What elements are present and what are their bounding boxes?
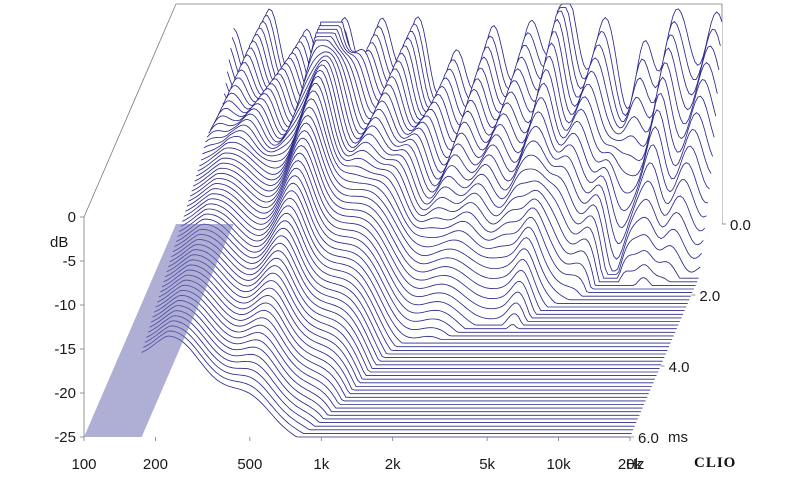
- floor-band: [84, 224, 234, 437]
- waterfall-slice: [191, 152, 680, 322]
- time-tick-label: 4.0: [669, 359, 690, 376]
- waterfall-slice: [189, 160, 679, 326]
- waterfall-slice: [158, 279, 648, 398]
- waterfall-slice: [149, 310, 638, 420]
- db-tick-label: -20: [54, 385, 76, 402]
- waterfall-slice: [177, 218, 666, 355]
- waterfall-slice: [202, 98, 691, 297]
- waterfall-slice: [208, 69, 698, 283]
- waterfall-slice: [203, 90, 693, 294]
- waterfall-slice: [152, 299, 641, 413]
- brand-label: CLIO: [694, 455, 736, 471]
- db-tick-label: -5: [63, 253, 76, 270]
- waterfall-slice: [171, 239, 660, 369]
- waterfall-slice: [161, 269, 651, 391]
- time-tick-label: 6.0: [638, 430, 659, 447]
- waterfall-slice: [150, 305, 640, 416]
- waterfall-slice: [206, 75, 696, 286]
- db-tick-label: -25: [54, 429, 76, 446]
- waterfall-slice: [211, 59, 701, 275]
- frequency-tick-label: 2k: [385, 456, 401, 473]
- waterfall-slice: [197, 122, 687, 308]
- waterfall-slice: [147, 315, 637, 424]
- slice-mask: [141, 336, 630, 437]
- waterfall-slice: [186, 175, 676, 333]
- side-wall-top-edge: [83, 3, 177, 218]
- waterfall-slice: [169, 244, 659, 373]
- waterfall-slice: [182, 197, 671, 344]
- waterfall-slice: [153, 294, 643, 409]
- waterfall-slice: [166, 254, 655, 380]
- frequency-tick-label: 20k: [618, 456, 643, 473]
- frequency-axis-unit: Hz: [626, 456, 644, 473]
- waterfall-slice: [175, 223, 665, 359]
- waterfall-slice: [144, 325, 634, 431]
- db-axis-unit: dB: [50, 234, 68, 251]
- frequency-tick-label: 5k: [479, 456, 495, 473]
- waterfall-slice: [163, 264, 652, 387]
- waterfall-slices: [84, 3, 723, 438]
- waterfall-slice: [155, 289, 644, 405]
- waterfall-slice: [188, 167, 677, 330]
- waterfall-slice: [164, 259, 654, 384]
- waterfall-slice: [180, 205, 669, 348]
- waterfall-slice: [174, 228, 663, 362]
- frequency-tick-label: 1k: [313, 456, 329, 473]
- waterfall-slice: [141, 335, 630, 438]
- waterfall-slice: [200, 106, 690, 301]
- frequency-tick-label: 100: [71, 456, 96, 473]
- waterfall-slice: [185, 182, 674, 337]
- time-tick-label: 0.0: [730, 217, 751, 234]
- waterfall-slice: [157, 284, 646, 402]
- frequency-axis-ticks: 100 200 500 1k 2k 5k 10k 20k: [71, 437, 643, 473]
- frequency-tick-label: 500: [237, 456, 262, 473]
- time-axis-unit: ms: [668, 429, 688, 446]
- waterfall-slice: [205, 83, 694, 290]
- frequency-tick-label: 200: [143, 456, 168, 473]
- time-axis-ticks: 0.0 2.0 4.0 6.0: [630, 217, 751, 447]
- db-tick-label: 0: [68, 209, 76, 226]
- waterfall-slice: [168, 249, 657, 377]
- waterfall-slice: [209, 64, 699, 279]
- waterfall-slice: [199, 115, 688, 304]
- waterfall-slice: [192, 145, 682, 319]
- waterfall-slice: [178, 212, 668, 351]
- waterfall-slice: [146, 320, 635, 427]
- db-tick-label: -15: [54, 341, 76, 358]
- time-tick-label: 2.0: [699, 288, 720, 305]
- waterfall-slice: [194, 137, 683, 315]
- waterfall-slice: [160, 274, 649, 395]
- db-axis-ticks: 0 -5 -10 -15 -20 -25: [54, 209, 84, 446]
- waterfall-slice: [183, 190, 673, 340]
- db-tick-label: -10: [54, 297, 76, 314]
- frequency-tick-label: 10k: [546, 456, 571, 473]
- waterfall-slice: [196, 130, 685, 312]
- waterfall-slice: [172, 233, 662, 366]
- waterfall-slice: [143, 330, 632, 434]
